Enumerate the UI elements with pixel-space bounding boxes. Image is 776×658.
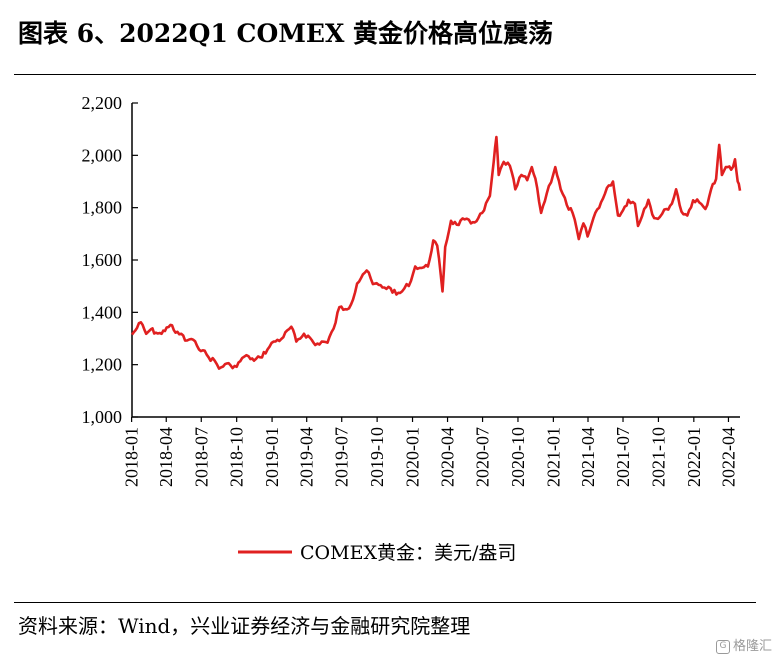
- watermark-logo-icon: G: [715, 639, 730, 654]
- x-tick-label: 2019-10: [367, 427, 387, 487]
- x-tick-label: 2020-01: [403, 427, 423, 487]
- x-tick-label: 2018-10: [227, 427, 247, 487]
- y-tick-label: 1,400: [82, 302, 123, 322]
- x-tick-label: 2018-07: [191, 427, 211, 487]
- y-tick-label: 1,200: [82, 355, 123, 375]
- x-tick-label: 2022-04: [718, 427, 738, 487]
- legend: COMEX黄金：美元/盎司: [238, 542, 516, 564]
- y-tick-label: 2,000: [82, 145, 123, 165]
- x-axis: 2018-01 2018-04 2018-07 2018-10 2019-01 2019-…: [122, 416, 740, 487]
- x-tick-label: 2022-01: [684, 427, 704, 487]
- x-tick-label: 2019-07: [332, 427, 352, 487]
- x-tick-label: 2020-04: [438, 427, 458, 487]
- x-tick-label: 2019-04: [297, 427, 317, 487]
- y-axis: 1,000 1,200 1,400 1,600 1,800 2,000 2,200: [82, 93, 138, 427]
- watermark-text: 格隆汇: [732, 639, 772, 654]
- line-chart: 1,000 1,200 1,400 1,600 1,800 2,000 2,200 2018…: [82, 93, 742, 564]
- x-tick-label: 2021-04: [578, 427, 598, 487]
- x-tick-label: 2019-01: [262, 427, 282, 487]
- source-note: 资料来源：Wind，兴业证券经济与金融研究院整理: [18, 614, 471, 638]
- series-line: [130, 135, 742, 370]
- title-divider: [14, 74, 756, 75]
- x-tick-label: 2020-07: [473, 427, 493, 487]
- x-tick-label: 2021-10: [648, 427, 668, 487]
- x-tick-label: 2020-10: [508, 427, 528, 487]
- x-tick-label: 2021-01: [543, 427, 563, 487]
- x-tick-label: 2018-01: [122, 427, 142, 487]
- x-tick-label: 2021-07: [613, 427, 633, 487]
- legend-label: COMEX黄金：美元/盎司: [300, 542, 516, 564]
- source-divider: [14, 602, 756, 603]
- chart-title: 图表 6、2022Q1 COMEX 黄金价格高位震荡: [18, 19, 554, 48]
- y-tick-label: 2,200: [82, 93, 123, 113]
- y-tick-label: 1,800: [82, 198, 123, 218]
- y-tick-label: 1,000: [82, 407, 123, 427]
- x-tick-label: 2018-04: [156, 427, 176, 487]
- watermark: G 格隆汇: [715, 635, 772, 654]
- y-tick-label: 1,600: [82, 250, 123, 270]
